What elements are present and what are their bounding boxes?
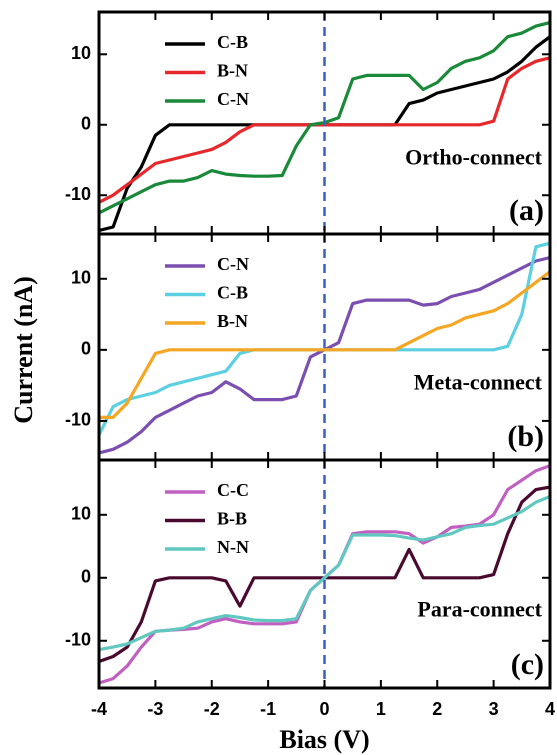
plot-area	[99, 241, 550, 455]
y-tick-label: -10	[65, 410, 91, 430]
x-tick-label: 1	[376, 699, 386, 719]
x-tick-label: 4	[545, 699, 555, 719]
legend-label: C-B	[217, 32, 248, 52]
legend-label: N-N	[217, 537, 249, 557]
series-line	[99, 270, 550, 419]
y-tick-label: 10	[71, 268, 91, 288]
panel-label: (a)	[509, 194, 544, 227]
y-tick-label: 0	[81, 567, 91, 587]
panel-annotation: Meta-connect	[414, 369, 543, 394]
y-tick-label: 10	[71, 504, 91, 524]
y-tick-label: -10	[65, 184, 91, 204]
series-line	[99, 495, 550, 652]
plot-area	[99, 464, 550, 685]
legend-label: C-C	[217, 480, 249, 500]
panel-label: (b)	[507, 420, 544, 453]
x-tick-label: 0	[319, 699, 329, 719]
panel-annotation: Ortho-connect	[405, 145, 543, 170]
legend-label: C-B	[217, 283, 248, 303]
y-axis-label: Current (nA)	[9, 276, 38, 424]
y-tick-label: 0	[81, 114, 91, 134]
y-tick-label: -10	[65, 630, 91, 650]
x-tick-label: 3	[489, 699, 499, 719]
panel-label: (c)	[511, 648, 544, 681]
y-tick-label: 0	[81, 339, 91, 359]
y-tick-label: 10	[71, 43, 91, 63]
x-tick-label: -1	[260, 699, 276, 719]
x-tick-label: -4	[91, 699, 107, 719]
x-tick-label: -2	[204, 699, 220, 719]
x-tick-label: 2	[432, 699, 442, 719]
legend-label: B-N	[217, 61, 248, 81]
legend-label: B-B	[217, 509, 247, 529]
panel-annotation: Para-connect	[417, 597, 542, 622]
legend-label: B-N	[217, 311, 248, 331]
legend-label: C-N	[217, 254, 249, 274]
legend-label: C-N	[217, 89, 249, 109]
x-tick-label: -3	[147, 699, 163, 719]
x-axis-label: Bias (V)	[279, 725, 369, 754]
